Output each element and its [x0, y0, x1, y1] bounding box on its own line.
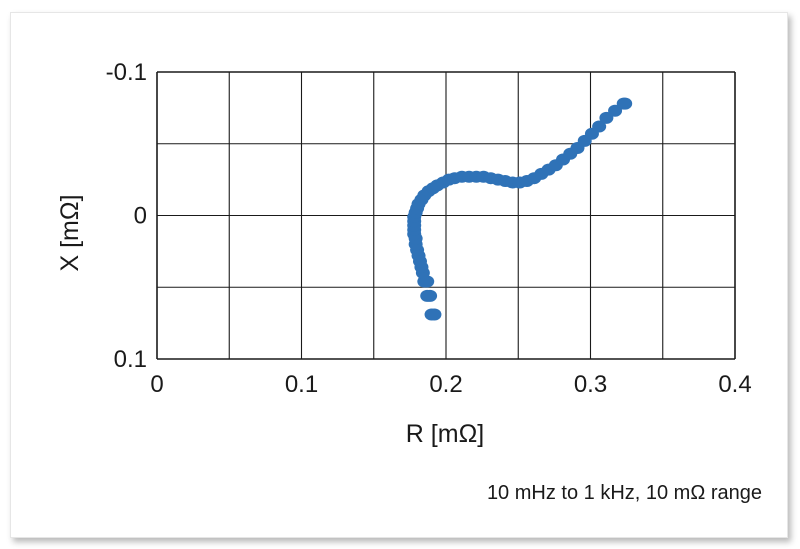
- plot-grid: [156, 71, 736, 360]
- data-points: [407, 97, 633, 321]
- x-tick-label: 0.3: [574, 371, 607, 398]
- data-point: [608, 104, 623, 117]
- x-tick-label: 0.1: [285, 371, 318, 398]
- data-point: [618, 97, 633, 110]
- data-point: [424, 308, 439, 321]
- data-point: [420, 289, 435, 302]
- x-tick-label: 0.2: [429, 371, 462, 398]
- y-tick-label: -0.1: [106, 59, 147, 86]
- x-tick-labels: 0 0.1 0.2 0.3 0.4: [150, 371, 751, 398]
- x-tick-label: 0.4: [718, 371, 751, 398]
- chart-frame: [10, 12, 788, 538]
- data-point: [599, 111, 614, 124]
- x-tick-label: 0: [150, 371, 163, 398]
- y-tick-labels: -0.1 0 0.1: [106, 59, 147, 373]
- data-point: [592, 120, 607, 133]
- y-tick-label: 0: [134, 203, 147, 230]
- y-tick-label: 0.1: [114, 346, 147, 373]
- x-axis-label: R [mΩ]: [406, 420, 484, 448]
- range-annotation: 10 mHz to 1 kHz, 10 mΩ range: [487, 482, 762, 504]
- y-axis-label: X [mΩ]: [56, 194, 84, 271]
